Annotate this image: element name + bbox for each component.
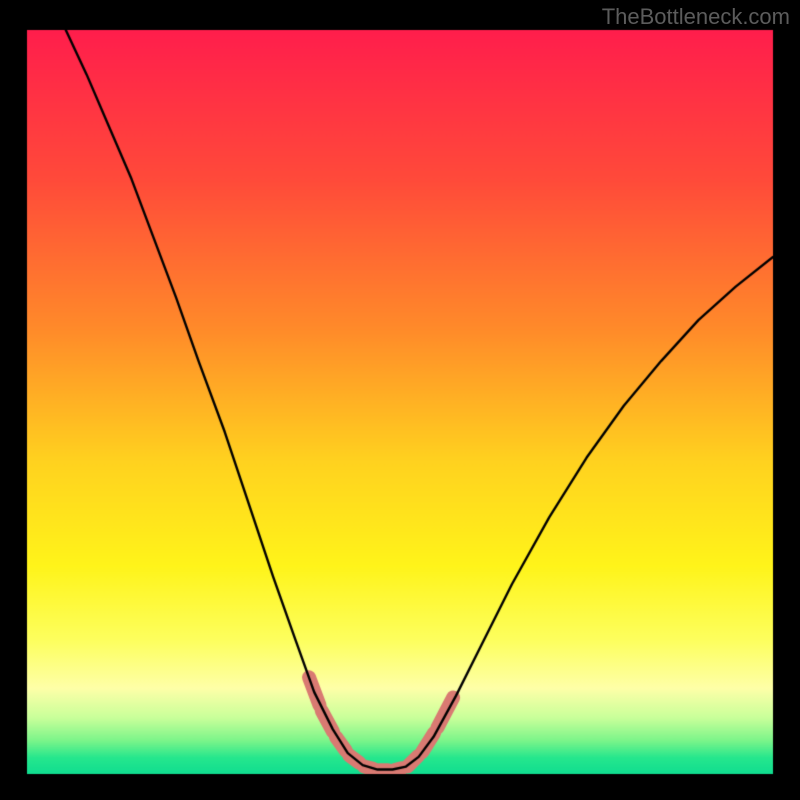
watermark-label: TheBottleneck.com: [602, 4, 790, 30]
bottleneck-curve-chart: [0, 0, 800, 800]
chart-stage: TheBottleneck.com: [0, 0, 800, 800]
